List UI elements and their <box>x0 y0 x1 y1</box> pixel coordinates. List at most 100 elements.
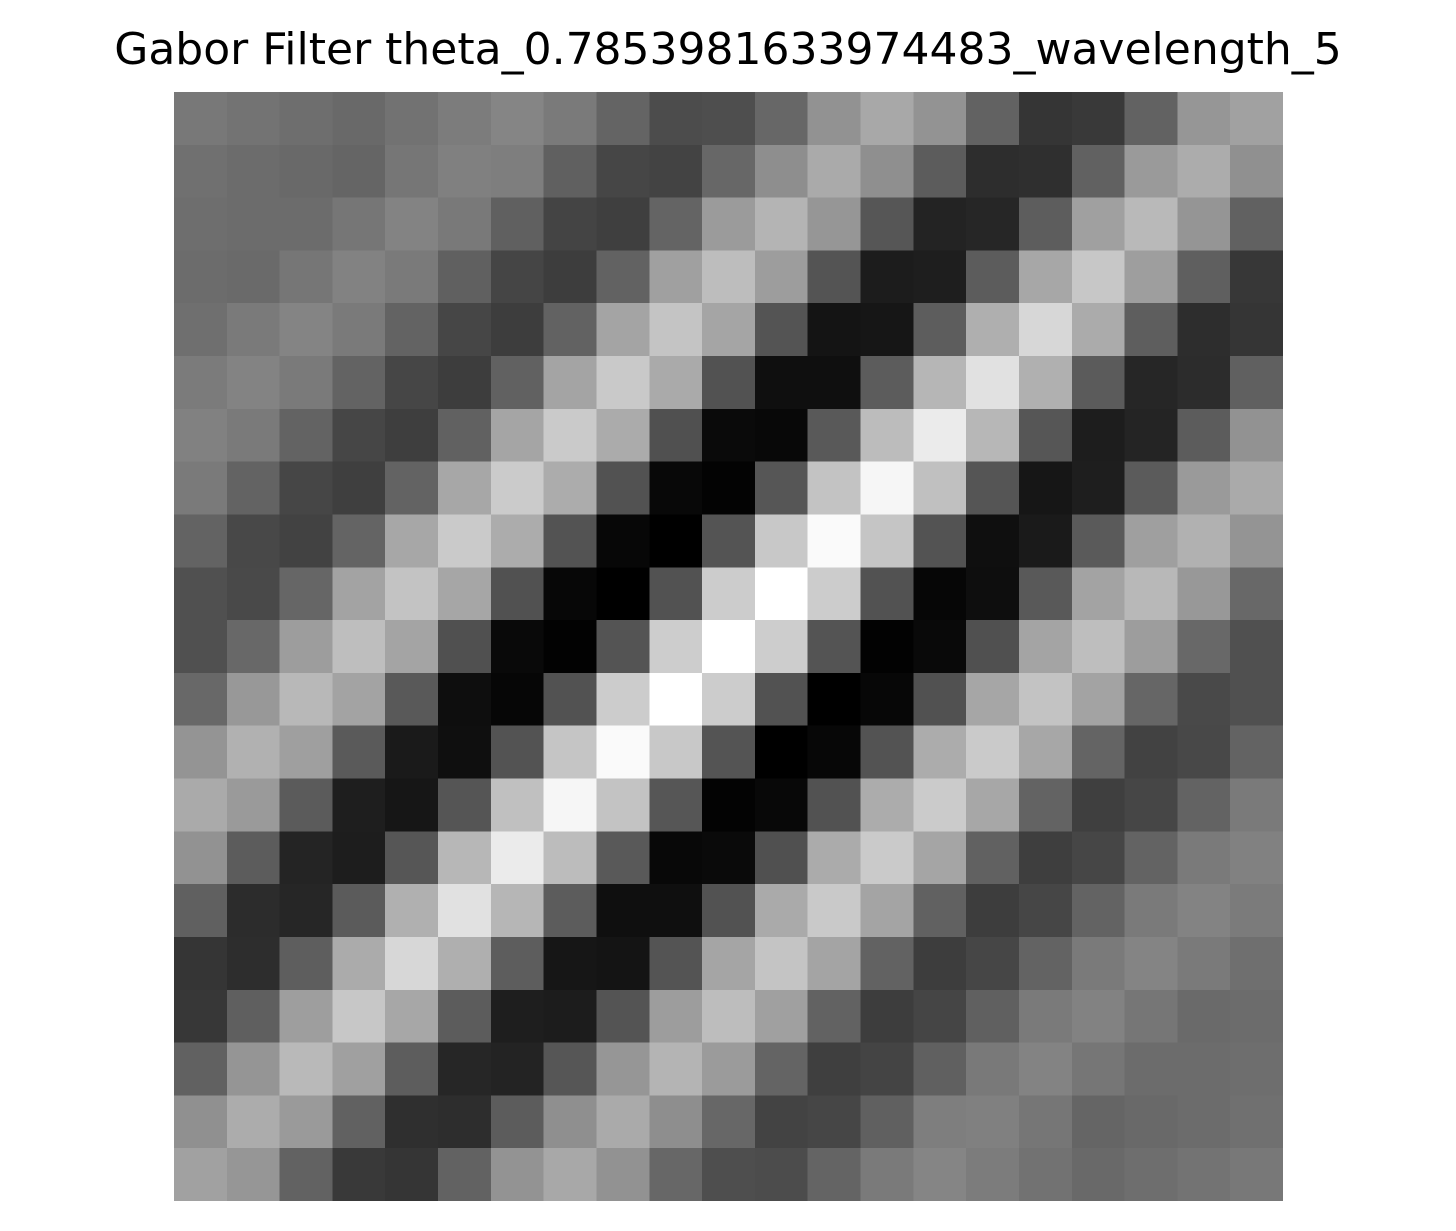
heatmap-cell-r18-c12 <box>807 1042 862 1096</box>
heatmap-cell-r1-c2 <box>279 144 334 199</box>
heatmap-cell-r20-c0 <box>174 1148 228 1201</box>
chart-title: Gabor Filter theta_0.7853981633974483_wa… <box>114 24 1342 75</box>
heatmap-cell-r12-c11 <box>754 725 809 780</box>
heatmap-cell-r15-c8 <box>596 884 650 938</box>
heatmap-cell-r15-c0 <box>174 884 228 938</box>
heatmap-cell-r17-c8 <box>596 989 650 1044</box>
heatmap-cell-r7-c6 <box>490 461 545 516</box>
heatmap-cell-r14-c1 <box>226 831 281 885</box>
heatmap-cell-r3-c11 <box>754 250 809 304</box>
heatmap-cell-r3-c6 <box>490 250 545 304</box>
heatmap-cell-r20-c4 <box>385 1148 439 1201</box>
heatmap-cell-r5-c6 <box>490 356 545 410</box>
heatmap-cell-r11-c12 <box>807 672 862 727</box>
heatmap-cell-r13-c7 <box>543 778 598 832</box>
heatmap-cell-r1-c8 <box>596 144 650 199</box>
heatmap-cell-r20-c12 <box>807 1148 862 1201</box>
heatmap-cell-r0-c5 <box>438 92 492 146</box>
heatmap-cell-r11-c14 <box>913 672 967 727</box>
heatmap-cell-r17-c9 <box>649 989 703 1044</box>
heatmap-cell-r17-c17 <box>1071 989 1126 1044</box>
heatmap-cell-r6-c6 <box>490 408 545 463</box>
heatmap-cell-r17-c15 <box>966 989 1020 1044</box>
heatmap-cell-r13-c0 <box>174 778 228 832</box>
heatmap-cell-r3-c13 <box>860 250 914 304</box>
heatmap-cell-r18-c6 <box>490 1042 545 1096</box>
heatmap-cell-r15-c9 <box>649 884 703 938</box>
heatmap-cell-r12-c10 <box>702 725 756 780</box>
heatmap-cell-r14-c13 <box>860 831 914 885</box>
heatmap-cell-r11-c7 <box>543 672 598 727</box>
heatmap-cell-r9-c3 <box>332 567 386 621</box>
heatmap-cell-r18-c2 <box>279 1042 334 1096</box>
heatmap-cell-r2-c3 <box>332 197 386 252</box>
heatmap-cell-r14-c0 <box>174 831 228 885</box>
heatmap-cell-r16-c10 <box>702 936 756 991</box>
heatmap-cell-r15-c3 <box>332 884 386 938</box>
heatmap-cell-r20-c16 <box>1018 1148 1073 1201</box>
heatmap-cell-r4-c0 <box>174 303 228 357</box>
heatmap-cell-r17-c10 <box>702 989 756 1044</box>
heatmap-cell-r1-c13 <box>860 144 914 199</box>
heatmap-cell-r9-c7 <box>543 567 598 621</box>
heatmap-cell-r10-c17 <box>1071 620 1126 674</box>
heatmap-cell-r12-c15 <box>966 725 1020 780</box>
heatmap-cell-r7-c8 <box>596 461 650 516</box>
heatmap-cell-r14-c19 <box>1177 831 1231 885</box>
heatmap-cell-r7-c15 <box>966 461 1020 516</box>
heatmap-cell-r2-c12 <box>807 197 862 252</box>
heatmap-cell-r6-c18 <box>1124 408 1178 463</box>
heatmap-cell-r10-c3 <box>332 620 386 674</box>
heatmap-cell-r1-c14 <box>913 144 967 199</box>
heatmap-cell-r9-c17 <box>1071 567 1126 621</box>
heatmap-cell-r14-c18 <box>1124 831 1178 885</box>
heatmap-cell-r19-c2 <box>279 1095 334 1149</box>
heatmap-cell-r5-c2 <box>279 356 334 410</box>
heatmap-cell-r1-c12 <box>807 144 862 199</box>
heatmap-cell-r15-c13 <box>860 884 914 938</box>
heatmap-cell-r3-c4 <box>385 250 439 304</box>
heatmap-cell-r10-c7 <box>543 620 598 674</box>
heatmap-cell-r6-c10 <box>702 408 756 463</box>
heatmap-cell-r4-c11 <box>754 303 809 357</box>
heatmap-cell-r1-c1 <box>226 144 281 199</box>
heatmap-cell-r19-c19 <box>1177 1095 1231 1149</box>
heatmap-cell-r13-c17 <box>1071 778 1126 832</box>
heatmap-cell-r4-c2 <box>279 303 334 357</box>
heatmap-cell-r4-c5 <box>438 303 492 357</box>
heatmap-cell-r4-c1 <box>226 303 281 357</box>
heatmap-cell-r20-c11 <box>754 1148 809 1201</box>
heatmap-cell-r19-c13 <box>860 1095 914 1149</box>
heatmap-cell-r16-c14 <box>913 936 967 991</box>
heatmap-cell-r20-c13 <box>860 1148 914 1201</box>
heatmap-cell-r20-c20 <box>1230 1148 1283 1201</box>
heatmap-cell-r9-c14 <box>913 567 967 621</box>
heatmap-cell-r18-c10 <box>702 1042 756 1096</box>
heatmap-cell-r18-c8 <box>596 1042 650 1096</box>
heatmap-cell-r11-c3 <box>332 672 386 727</box>
heatmap-cell-r13-c14 <box>913 778 967 832</box>
heatmap-cell-r18-c5 <box>438 1042 492 1096</box>
heatmap-cell-r14-c4 <box>385 831 439 885</box>
heatmap-cell-r3-c15 <box>966 250 1020 304</box>
heatmap-cell-r7-c19 <box>1177 461 1231 516</box>
heatmap-cell-r5-c1 <box>226 356 281 410</box>
heatmap-cell-r3-c2 <box>279 250 334 304</box>
heatmap-cell-r3-c5 <box>438 250 492 304</box>
heatmap-cell-r1-c9 <box>649 144 703 199</box>
heatmap-cell-r16-c2 <box>279 936 334 991</box>
heatmap-cell-r7-c0 <box>174 461 228 516</box>
heatmap-cell-r5-c12 <box>807 356 862 410</box>
heatmap-cell-r19-c15 <box>966 1095 1020 1149</box>
heatmap-cell-r4-c3 <box>332 303 386 357</box>
heatmap-cell-r5-c20 <box>1230 356 1283 410</box>
heatmap-cell-r4-c16 <box>1018 303 1073 357</box>
heatmap-cell-r10-c8 <box>596 620 650 674</box>
heatmap-cell-r4-c6 <box>490 303 545 357</box>
heatmap-cell-r16-c19 <box>1177 936 1231 991</box>
heatmap-cell-r6-c20 <box>1230 408 1283 463</box>
heatmap-cell-r1-c11 <box>754 144 809 199</box>
heatmap-cell-r2-c9 <box>649 197 703 252</box>
heatmap-cell-r11-c20 <box>1230 672 1283 727</box>
heatmap-cell-r0-c17 <box>1071 92 1126 146</box>
